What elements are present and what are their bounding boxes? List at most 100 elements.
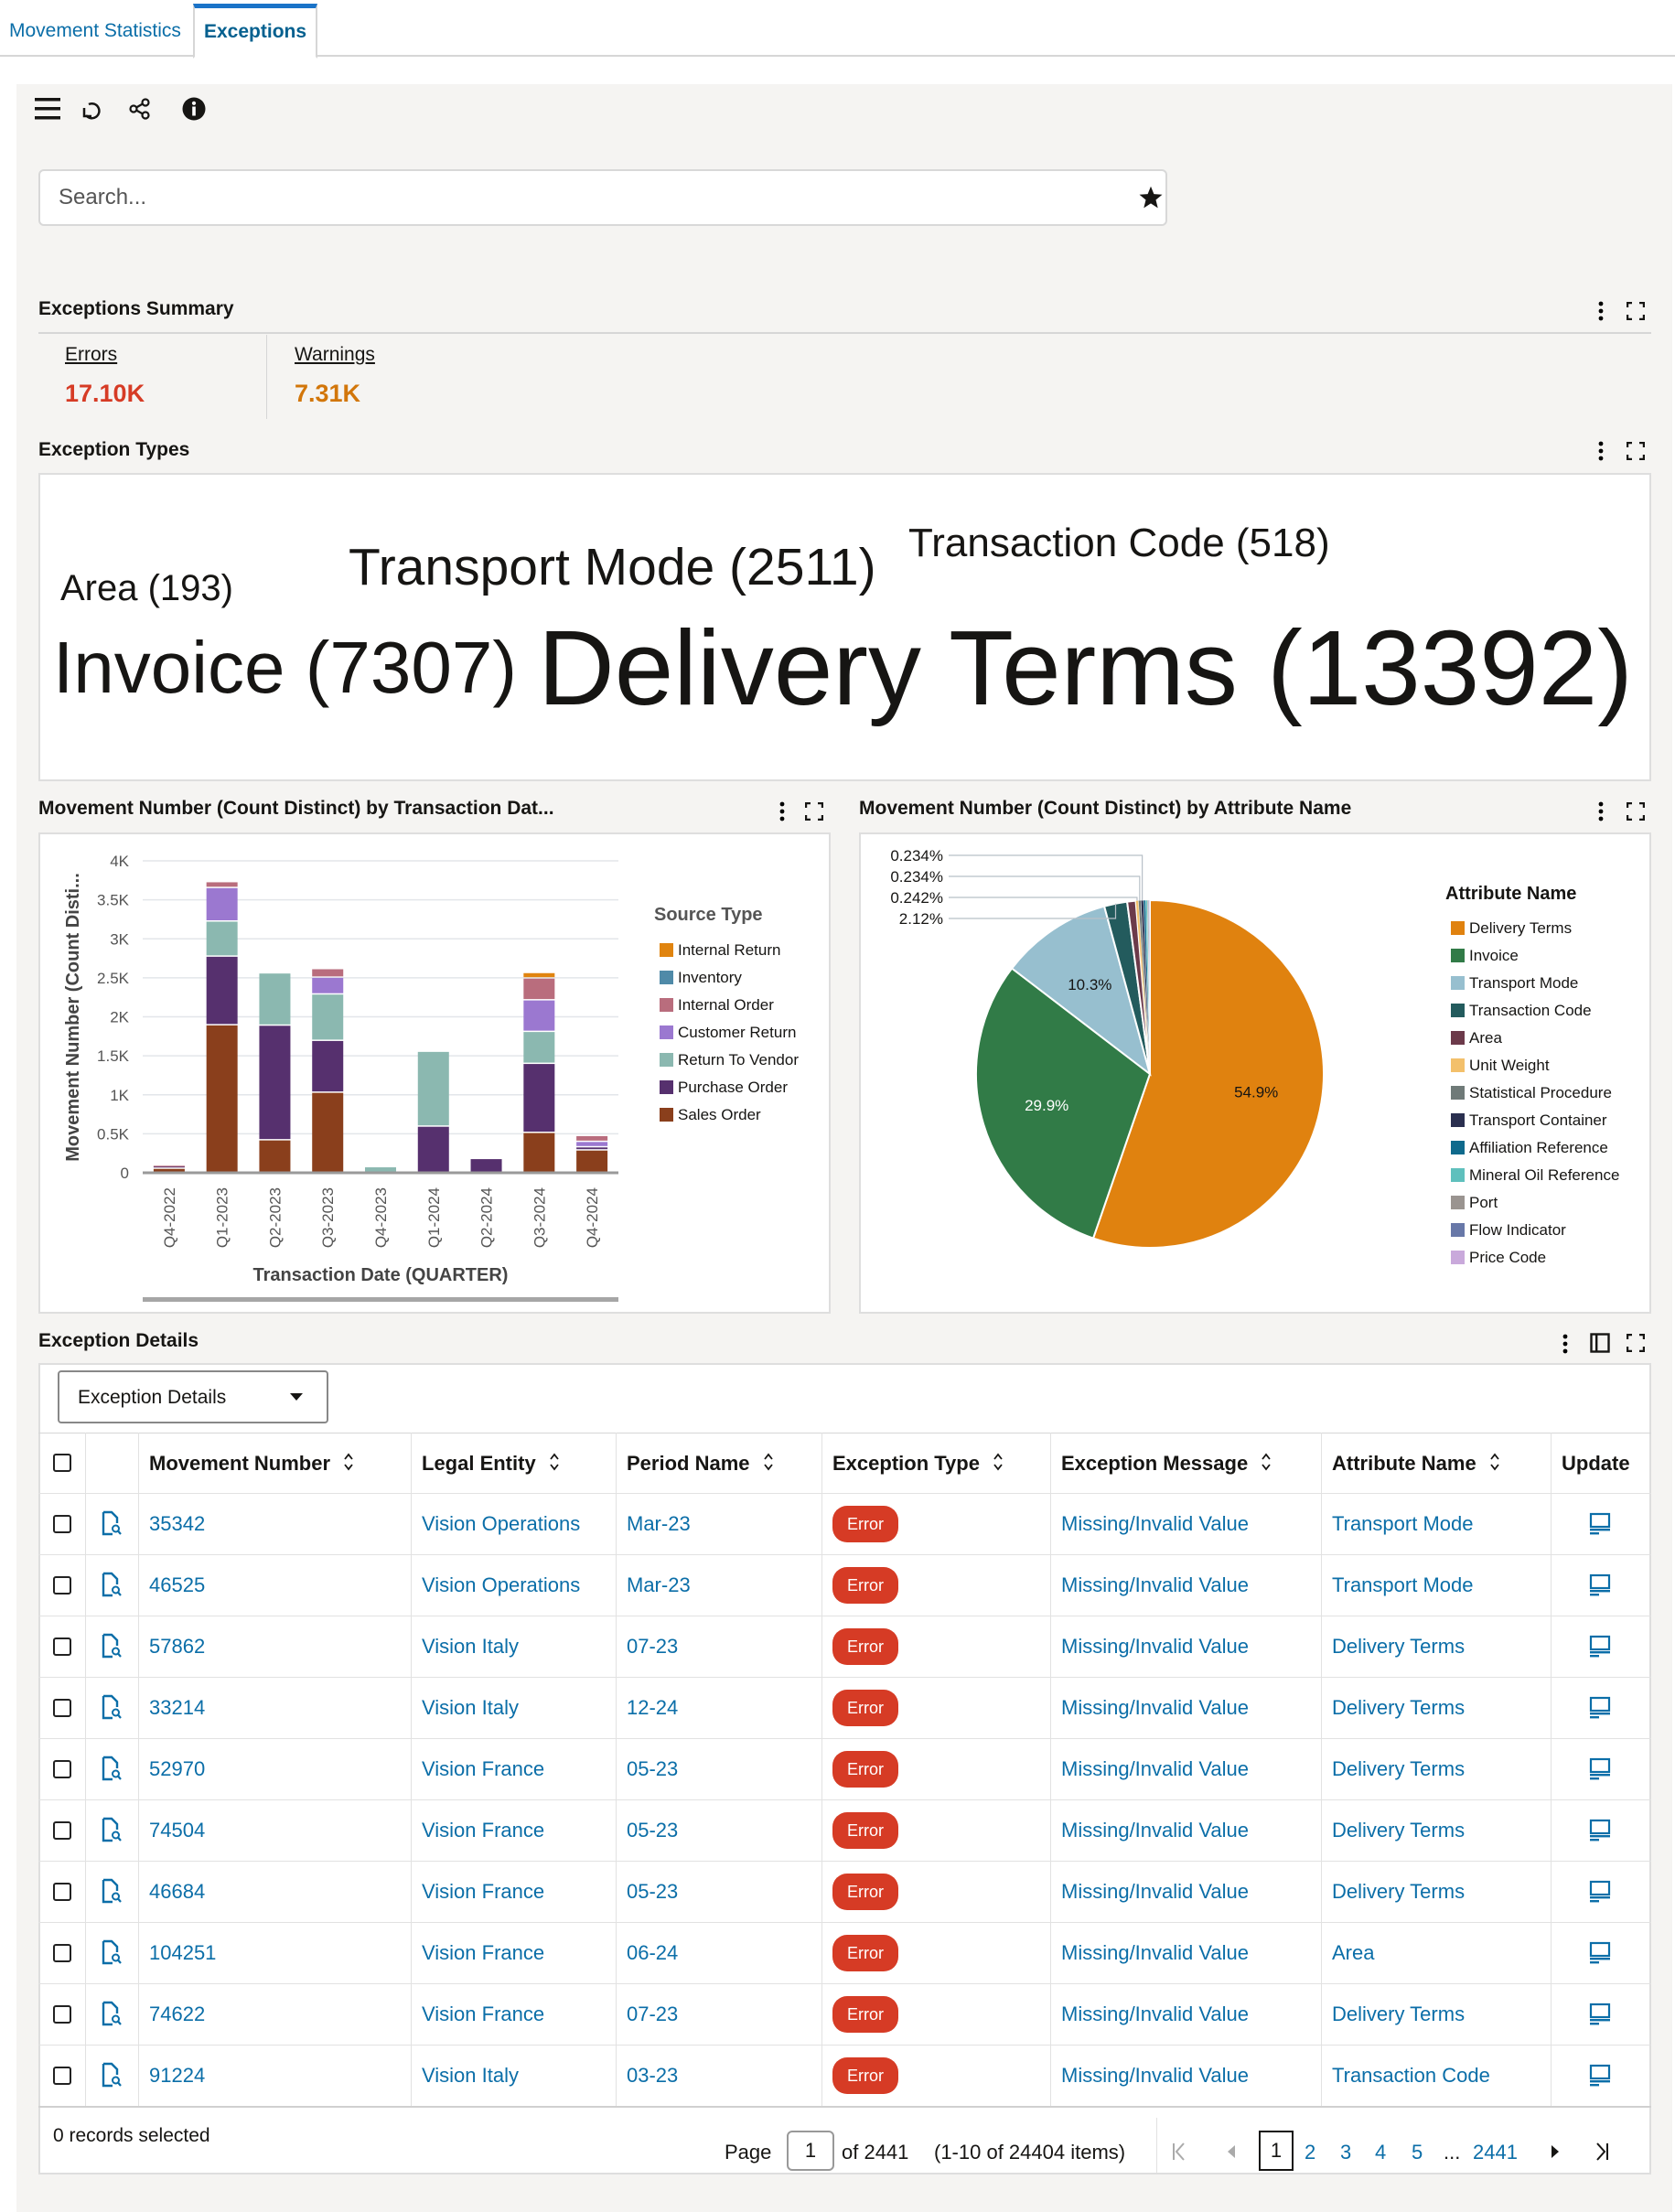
row-checkbox[interactable] (53, 1638, 71, 1656)
exception-message-link[interactable]: Missing/Invalid Value (1061, 2003, 1250, 2025)
movement-number-link[interactable]: 74622 (149, 2003, 206, 2025)
tag-delivery-terms[interactable]: Delivery Terms (13392) (538, 608, 1633, 727)
legal-entity-link[interactable]: Vision France (422, 1819, 545, 1842)
legend-item[interactable]: Inventory (678, 969, 742, 986)
period-name-link[interactable]: 07-23 (627, 1635, 679, 1658)
movement-number-link[interactable]: 91224 (149, 2064, 206, 2087)
row-checkbox[interactable] (53, 1821, 71, 1840)
kebab-menu-icon[interactable] (773, 798, 791, 825)
attribute-name-link[interactable]: Transport Mode (1332, 1512, 1474, 1535)
period-name-link[interactable]: 05-23 (627, 1819, 679, 1842)
legend-item[interactable]: Flow Indicator (1469, 1221, 1566, 1239)
legend-item[interactable]: Unit Weight (1469, 1057, 1550, 1074)
attribute-name-link[interactable]: Delivery Terms (1332, 1635, 1466, 1658)
legend-item[interactable]: Port (1469, 1194, 1498, 1211)
exception-message-link[interactable]: Missing/Invalid Value (1061, 1635, 1250, 1658)
legal-entity-link[interactable]: Vision Operations (422, 1573, 581, 1596)
sort-icon[interactable] (993, 1453, 1004, 1476)
period-name-link[interactable]: 12-24 (627, 1696, 679, 1719)
legend-item[interactable]: Transport Mode (1469, 974, 1578, 992)
previous-page-icon[interactable] (1224, 2141, 1239, 2163)
attribute-name-link[interactable]: Delivery Terms (1332, 1757, 1466, 1780)
bar-segment[interactable] (312, 1040, 344, 1092)
bar-segment[interactable] (206, 1025, 238, 1172)
row-checkbox[interactable] (53, 1760, 71, 1778)
bar-segment[interactable] (523, 1064, 555, 1133)
bar-segment[interactable] (312, 969, 344, 977)
hamburger-menu-icon[interactable] (33, 95, 62, 123)
maximize-icon[interactable] (1625, 300, 1647, 322)
legend-item[interactable]: Area (1469, 1029, 1502, 1047)
movement-number-link[interactable]: 74504 (149, 1819, 206, 1842)
column-header-exception-type[interactable]: Exception Type (832, 1452, 1004, 1476)
bar-segment[interactable] (576, 1142, 608, 1146)
warnings-link[interactable]: Warnings (295, 344, 375, 365)
legend-item[interactable]: Price Code (1469, 1249, 1546, 1266)
attribute-name-link[interactable]: Delivery Terms (1332, 1696, 1466, 1719)
period-name-link[interactable]: 03-23 (627, 2064, 679, 2087)
attribute-name-link[interactable]: Delivery Terms (1332, 2003, 1466, 2025)
period-name-link[interactable]: Mar-23 (627, 1512, 691, 1535)
column-header-movement-number[interactable]: Movement Number (149, 1452, 354, 1476)
page-link-2[interactable]: 2 (1305, 2141, 1316, 2164)
bar-segment[interactable] (259, 1140, 291, 1172)
movement-number-link[interactable]: 33214 (149, 1696, 206, 1719)
exception-message-link[interactable]: Missing/Invalid Value (1061, 1573, 1250, 1596)
period-name-link[interactable]: 05-23 (627, 1757, 679, 1780)
document-search-icon[interactable] (99, 1693, 124, 1721)
page-link-4[interactable]: 4 (1375, 2141, 1387, 2164)
exception-message-link[interactable]: Missing/Invalid Value (1061, 2064, 1250, 2087)
document-search-icon[interactable] (99, 2061, 124, 2089)
horizontal-scrollbar[interactable] (143, 1297, 618, 1302)
tab-exceptions[interactable]: Exceptions (193, 4, 318, 59)
attribute-name-link[interactable]: Transaction Code (1332, 2064, 1490, 2087)
sort-icon[interactable] (763, 1453, 774, 1476)
select-all-checkbox[interactable] (53, 1454, 71, 1472)
document-search-icon[interactable] (99, 1632, 124, 1659)
legal-entity-link[interactable]: Vision France (422, 1941, 545, 1964)
period-name-link[interactable]: 06-24 (627, 1941, 679, 1964)
document-search-icon[interactable] (99, 1877, 124, 1905)
update-icon[interactable] (1586, 1817, 1614, 1844)
document-search-icon[interactable] (99, 1938, 124, 1966)
kebab-menu-icon[interactable] (1592, 437, 1610, 465)
bar-segment[interactable] (417, 1051, 449, 1126)
legend-item[interactable]: Transaction Code (1469, 1002, 1592, 1019)
legal-entity-link[interactable]: Vision France (422, 2003, 545, 2025)
sort-icon[interactable] (1489, 1453, 1500, 1476)
exception-message-link[interactable]: Missing/Invalid Value (1061, 1941, 1250, 1964)
tag-invoice[interactable]: Invoice (7307) (53, 627, 517, 708)
next-page-icon[interactable] (1548, 2141, 1562, 2163)
attribute-name-link[interactable]: Area (1332, 1941, 1375, 1964)
maximize-icon[interactable] (803, 800, 825, 822)
first-page-icon[interactable] (1169, 2139, 1187, 2164)
movement-number-link[interactable]: 104251 (149, 1941, 217, 1964)
page-link-1[interactable]: 1 (1259, 2131, 1294, 2171)
legend-item[interactable]: Return To Vendor (678, 1051, 799, 1068)
kebab-menu-icon[interactable] (1556, 1330, 1574, 1358)
movement-number-link[interactable]: 52970 (149, 1757, 206, 1780)
page-link-2441[interactable]: 2441 (1473, 2141, 1518, 2164)
update-icon[interactable] (1586, 1878, 1614, 1906)
document-search-icon[interactable] (99, 1816, 124, 1843)
period-name-link[interactable]: 07-23 (627, 2003, 679, 2025)
period-name-link[interactable]: Mar-23 (627, 1573, 691, 1596)
document-search-icon[interactable] (99, 1755, 124, 1782)
period-name-link[interactable]: 05-23 (627, 1880, 679, 1903)
legend-item[interactable]: Internal Order (678, 996, 774, 1014)
sort-icon[interactable] (1261, 1453, 1272, 1476)
undo-icon[interactable] (79, 97, 106, 123)
share-icon[interactable] (126, 95, 154, 123)
bar-segment[interactable] (576, 1150, 608, 1172)
update-icon[interactable] (1586, 1633, 1614, 1660)
pie-slice[interactable] (975, 967, 1152, 1240)
row-checkbox[interactable] (53, 1576, 71, 1595)
update-icon[interactable] (1586, 1572, 1614, 1599)
exception-message-link[interactable]: Missing/Invalid Value (1061, 1512, 1250, 1535)
bar-segment[interactable] (153, 1165, 185, 1167)
movement-number-link[interactable]: 46684 (149, 1880, 206, 1903)
bar-segment[interactable] (206, 887, 238, 920)
exception-message-link[interactable]: Missing/Invalid Value (1061, 1757, 1250, 1780)
bar-segment[interactable] (153, 1165, 185, 1168)
legal-entity-link[interactable]: Vision Italy (422, 1696, 519, 1719)
